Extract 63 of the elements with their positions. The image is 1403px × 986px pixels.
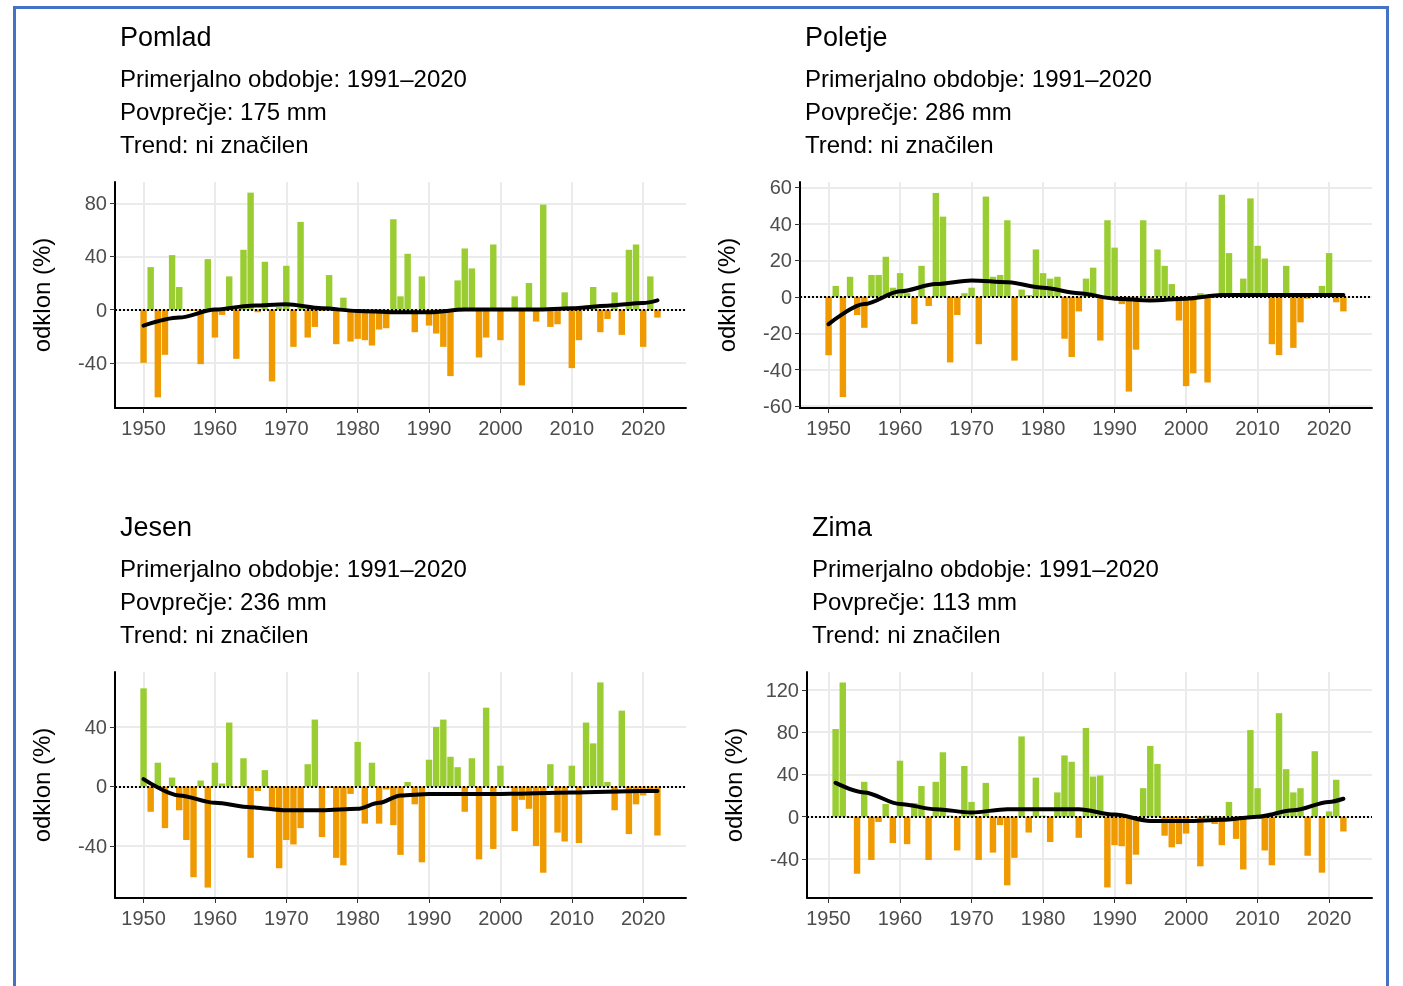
y-tick-label: -40 <box>770 847 799 870</box>
x-tick-label: 1970 <box>949 417 994 439</box>
y-tick-label: -40 <box>78 351 107 374</box>
chart-subtitle: Primerjalno obdobje: 1991–2020 Povprečje: 175 mm Trend: ni značilen <box>120 65 467 158</box>
y-tick-label: 0 <box>95 775 107 798</box>
x-tick-label: 1950 <box>121 907 166 929</box>
y-tick-label: 120 <box>765 678 799 701</box>
x-tick-label: 2010 <box>549 907 595 929</box>
y-axis-title: odklon (%) <box>719 727 747 843</box>
y-axis-title: odklon (%) <box>27 237 55 353</box>
x-tick-label: 1980 <box>1020 907 1066 929</box>
chart-subtitle: Primerjalno obdobje: 1991–2020 Povprečje: 236 mm Trend: ni značilen <box>120 555 467 648</box>
x-tick-label: 1990 <box>406 417 452 439</box>
y-tick-label: 80 <box>776 721 799 744</box>
y-tick-label: 0 <box>787 805 799 828</box>
y-axis-title: odklon (%) <box>712 237 740 353</box>
y-tick-label: 40 <box>84 245 107 268</box>
y-tick-label: -60 <box>763 395 792 418</box>
x-tick-label: 1970 <box>264 417 309 439</box>
x-tick-label: 1960 <box>877 907 923 929</box>
x-tick-label: 1990 <box>1092 907 1137 929</box>
y-tick-label: 80 <box>84 192 107 215</box>
x-tick-label: 2010 <box>1235 417 1280 439</box>
y-axis-title: odklon (%) <box>27 727 55 843</box>
y-tick-label: 40 <box>769 212 792 235</box>
chart-title: Zima <box>812 511 873 542</box>
chart-title: Poletje <box>805 21 888 52</box>
x-tick-label: 1960 <box>192 417 238 439</box>
x-tick-label: 2010 <box>1235 907 1280 929</box>
x-tick-label: 1970 <box>264 907 309 929</box>
x-tick-label: 2020 <box>1306 907 1352 929</box>
x-tick-label: 2000 <box>1163 417 1209 439</box>
y-tick-label: 20 <box>769 249 792 272</box>
x-tick-label: 1990 <box>406 907 452 929</box>
x-tick-label: 2000 <box>1163 907 1209 929</box>
chart-title: Pomlad <box>120 21 212 52</box>
chart-subtitle: Primerjalno obdobje: 1991–2020 Povprečje: 113 mm Trend: ni značilen <box>812 555 1159 648</box>
x-tick-label: 2010 <box>549 417 595 439</box>
chart-subtitle: Primerjalno obdobje: 1991–2020 Povprečje: 286 mm Trend: ni značilen <box>805 65 1152 158</box>
chart-title: Jesen <box>120 511 193 542</box>
y-tick-label: 40 <box>84 716 107 739</box>
x-tick-label: 1980 <box>335 907 380 929</box>
x-tick-label: 1950 <box>806 417 851 439</box>
x-tick-label: 1950 <box>806 907 851 929</box>
x-tick-label: 1960 <box>192 907 238 929</box>
x-tick-label: 2000 <box>478 907 523 929</box>
x-tick-label: 2000 <box>478 417 523 439</box>
x-tick-label: 1970 <box>949 907 994 929</box>
y-tick-label: -40 <box>78 834 107 857</box>
x-tick-label: 1950 <box>121 417 166 439</box>
x-tick-label: 2020 <box>1306 417 1352 439</box>
x-tick-label: 1980 <box>1020 417 1066 439</box>
y-tick-label: -20 <box>763 322 792 345</box>
x-tick-label: 1960 <box>877 417 923 439</box>
y-tick-label: 0 <box>780 285 792 308</box>
y-tick-label: -40 <box>763 358 792 381</box>
y-tick-label: 60 <box>769 176 792 199</box>
y-tick-label: 40 <box>776 763 799 786</box>
x-tick-label: 1980 <box>335 417 380 439</box>
x-tick-label: 2020 <box>620 417 666 439</box>
x-tick-label: 1990 <box>1092 417 1137 439</box>
x-tick-label: 2020 <box>620 907 666 929</box>
y-tick-label: 0 <box>95 298 107 321</box>
